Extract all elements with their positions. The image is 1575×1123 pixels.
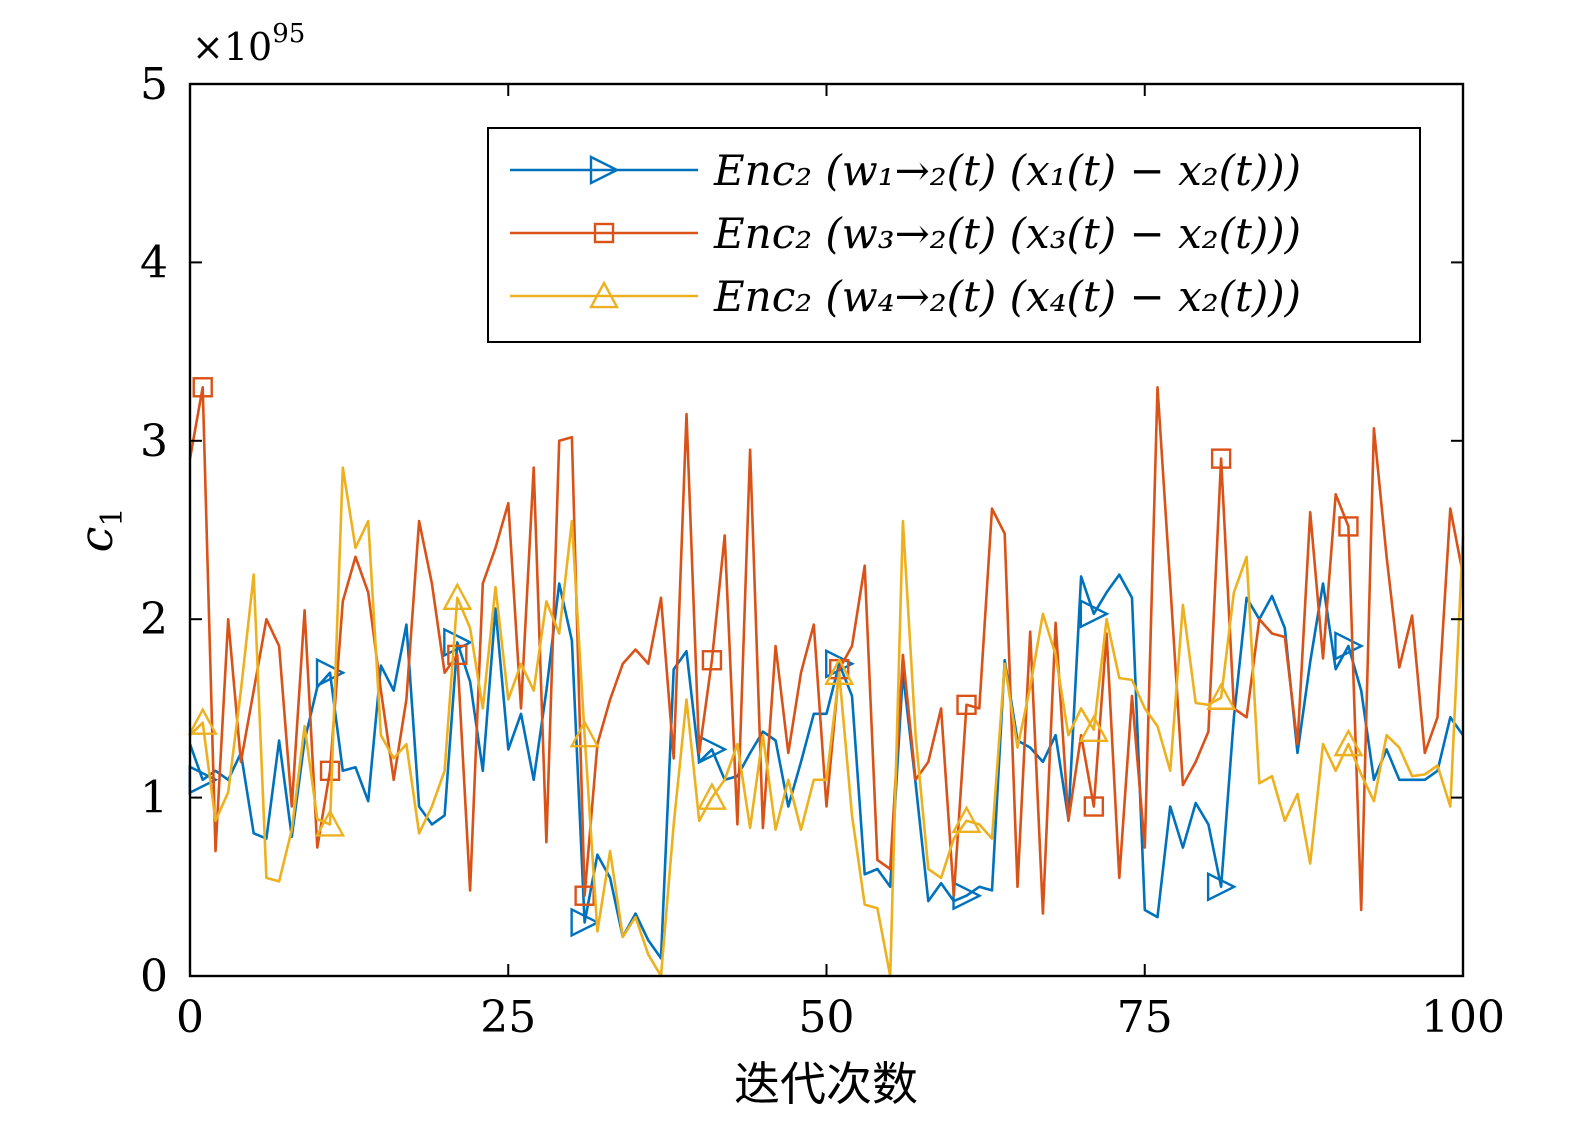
x-tick-label: 75 <box>1117 992 1173 1043</box>
series-1-marker <box>570 907 601 938</box>
series-1-marker <box>443 627 474 658</box>
legend-label: Enc₂ (w₁→₂(t) (x₁(t) − x₂(t))) <box>713 146 1301 195</box>
legend: Enc₂ (w₁→₂(t) (x₁(t) − x₂(t))) Enc₂ (w₃→₂… <box>487 127 1421 343</box>
series-3-marker <box>1078 714 1109 743</box>
x-tick-label: 100 <box>1421 992 1505 1043</box>
ticks-layer: 0 25 50 75 100 0 1 2 3 4 5 <box>140 59 1505 1043</box>
series-2-marker <box>701 650 723 671</box>
y-multiplier-label: ×1095 <box>192 19 305 69</box>
x-tick-label: 50 <box>799 992 855 1043</box>
legend-marker <box>588 280 620 309</box>
y-axis-title: c1 <box>69 508 130 553</box>
y-tick-label: 4 <box>140 237 168 288</box>
series-1-marker <box>1206 871 1237 902</box>
legend-item-2: Enc₂ (w₃→₂(t) (x₃(t) − x₂(t))) <box>510 209 1301 258</box>
series-3-marker <box>1333 728 1364 757</box>
y-tick-label: 2 <box>140 594 168 645</box>
legend-item-1: Enc₂ (w₁→₂(t) (x₁(t) − x₂(t))) <box>510 146 1301 195</box>
series-layer <box>187 377 1465 978</box>
x-axis-title: 迭代次数 <box>734 1057 918 1111</box>
series-2-marker <box>447 644 468 666</box>
legend-marker <box>589 155 620 185</box>
series-1-line <box>188 573 1465 960</box>
series-3-marker <box>187 707 218 735</box>
series-2-marker <box>192 377 213 398</box>
series-3 <box>187 466 1465 978</box>
x-tick-label: 25 <box>480 992 536 1043</box>
legend-items: Enc₂ (w₁→₂(t) (x₁(t) − x₂(t))) Enc₂ (w₃→₂… <box>510 146 1301 321</box>
y-tick-label: 5 <box>140 59 168 110</box>
series-1-marker <box>1079 598 1110 629</box>
series-3-marker <box>696 782 727 810</box>
series-3-line <box>189 466 1465 978</box>
series-2-marker <box>319 760 341 782</box>
y-axis-title-subscript: 1 <box>95 508 130 527</box>
y-tick-label: 1 <box>140 773 168 824</box>
series-2-line <box>188 385 1465 915</box>
legend-marker <box>593 222 615 244</box>
series-3-marker <box>824 657 855 685</box>
series-3-marker <box>569 719 600 748</box>
series-3-marker <box>442 582 473 611</box>
series-2-marker <box>1338 516 1359 537</box>
legend-label: Enc₂ (w₃→₂(t) (x₃(t) − x₂(t))) <box>713 209 1301 258</box>
series-2-marker <box>1210 448 1232 469</box>
series-2-marker <box>1083 796 1105 817</box>
x-tick-label: 0 <box>176 992 204 1043</box>
series-2-marker <box>574 885 595 906</box>
series-1-marker <box>1334 631 1365 661</box>
legend-box <box>487 127 1421 343</box>
series-3-marker <box>315 808 346 837</box>
y-tick-label: 0 <box>140 951 168 1002</box>
series-2-marker <box>956 694 977 716</box>
series-1-marker <box>315 657 346 688</box>
series-1 <box>188 573 1465 960</box>
y-tick-label: 3 <box>140 416 168 467</box>
series-3-marker <box>1206 682 1237 710</box>
y-multiplier-exponent: 95 <box>272 19 305 49</box>
y-multiplier-times: ×10 <box>192 25 272 69</box>
legend-label: Enc₂ (w₄→₂(t) (x₄(t) − x₂(t))) <box>713 272 1301 321</box>
series-3-marker <box>951 805 982 834</box>
legend-item-3: Enc₂ (w₄→₂(t) (x₄(t) − x₂(t))) <box>510 272 1301 321</box>
